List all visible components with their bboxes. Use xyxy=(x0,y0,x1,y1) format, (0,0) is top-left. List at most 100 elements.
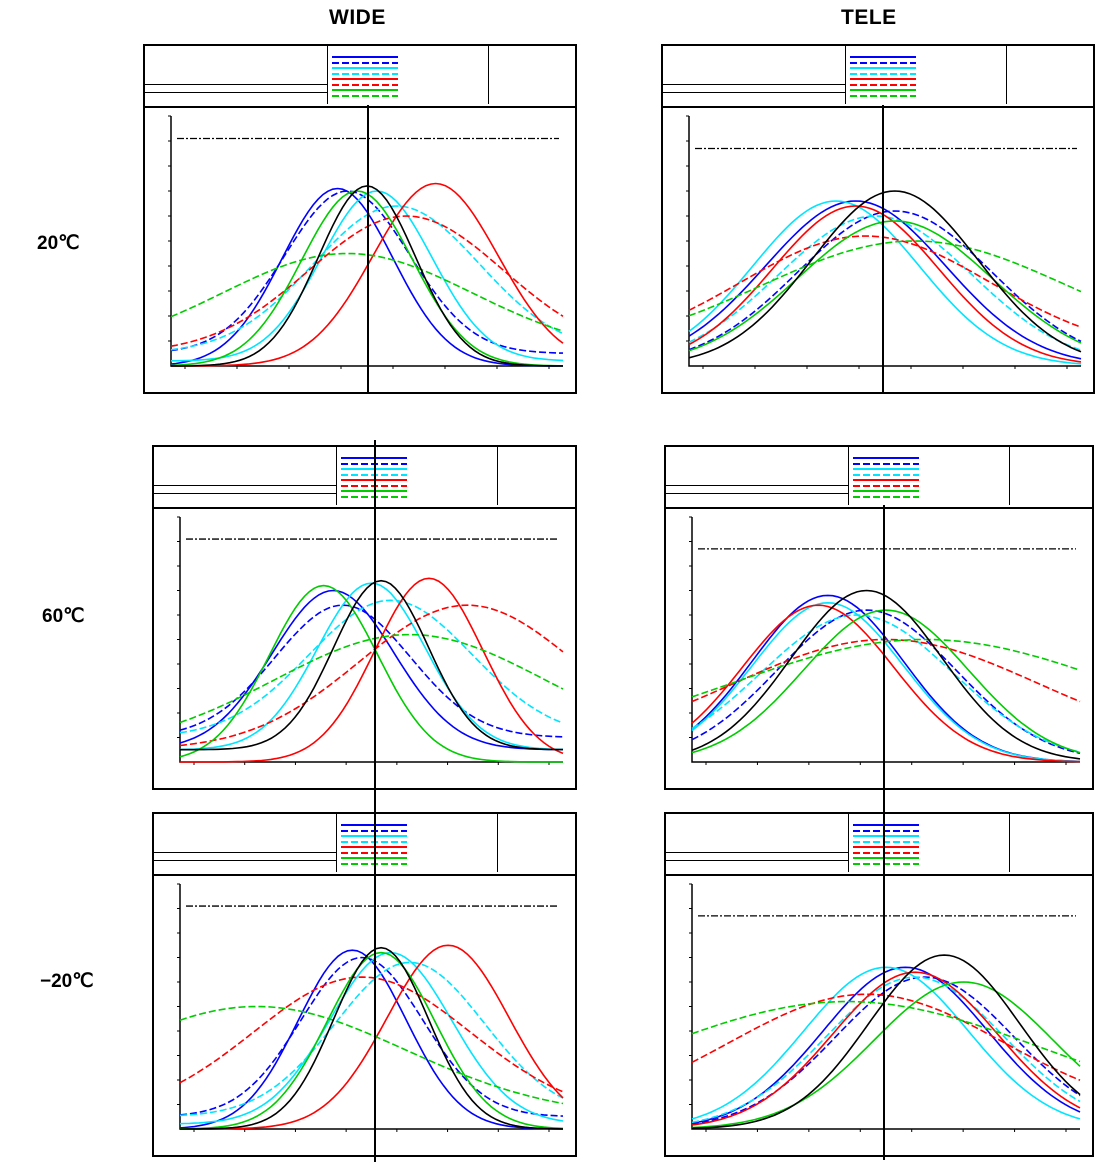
panel-title-box xyxy=(666,814,849,872)
legend-swatch-green xyxy=(332,94,398,97)
mtf-curve-green-solid xyxy=(688,220,1082,352)
mtf-curve-red-solid xyxy=(180,577,564,763)
panel-title-box xyxy=(663,46,846,104)
panel-header xyxy=(663,46,1093,108)
legend-swatch-green xyxy=(332,89,398,91)
mtf-curve-green-dashed xyxy=(688,240,1082,317)
panel-title-box xyxy=(145,46,328,104)
mtf-plot xyxy=(177,883,564,1132)
axes xyxy=(179,884,563,1130)
mtf-curve-black-solid xyxy=(688,190,1082,359)
axes xyxy=(691,884,1080,1130)
title-box-rule xyxy=(154,485,336,486)
mtf-panel-tele-20c xyxy=(661,44,1095,394)
mtf-curve-black-solid xyxy=(691,954,1081,1130)
title-box-rule xyxy=(666,493,848,494)
mtf-curve-cyan-dashed xyxy=(688,215,1082,351)
mtf-curve-red-dashed xyxy=(691,638,1081,703)
legend-swatch-blue xyxy=(850,56,916,58)
title-box-rule xyxy=(666,852,848,853)
legend-box xyxy=(849,814,1010,872)
legend-swatch-red xyxy=(850,78,916,80)
mtf-curve-red-dashed xyxy=(691,993,1081,1081)
mtf-curve-cyan-solid xyxy=(179,582,564,751)
panel-title-box xyxy=(154,447,337,505)
wide-vertical-reference-line-bottom xyxy=(374,440,376,1162)
legend-swatch-cyan xyxy=(853,473,919,476)
mtf-curve-green-dashed xyxy=(179,633,564,724)
mtf-curve-cyan-dashed xyxy=(179,961,564,1117)
legend-swatch-cyan xyxy=(332,72,398,75)
meta-box xyxy=(1010,814,1092,872)
mtf-curve-blue-solid xyxy=(688,200,1082,360)
title-box-rule xyxy=(154,852,336,853)
mtf-curve-green-solid xyxy=(179,584,563,763)
mtf-curve-black-solid xyxy=(691,589,1081,760)
legend-box xyxy=(328,46,489,104)
legend-swatch-red xyxy=(850,83,916,86)
legend-swatch-cyan xyxy=(853,835,919,837)
mtf-curve-red-solid xyxy=(691,971,1081,1126)
mtf-plot xyxy=(686,115,1082,369)
title-box-rule xyxy=(145,84,327,85)
title-box-rule xyxy=(666,860,848,861)
legend-swatch-blue xyxy=(850,61,916,64)
legend-swatch-red xyxy=(853,479,919,481)
mtf-curve-black-solid xyxy=(180,579,563,751)
mtf-curve-black-solid xyxy=(180,946,564,1130)
mtf-curve-cyan-dashed xyxy=(691,614,1081,753)
panel-header xyxy=(666,814,1092,876)
mtf-plot xyxy=(168,115,564,369)
mtf-curve-green-dashed xyxy=(179,1005,564,1105)
mtf-panel-wide-minus20c xyxy=(152,812,577,1157)
legend-swatch-green xyxy=(850,89,916,91)
mtf-curve-red-dashed xyxy=(179,604,564,747)
mtf-curve-cyan-solid xyxy=(691,966,1081,1120)
title-box-rule xyxy=(154,493,336,494)
title-box-rule xyxy=(666,485,848,486)
legend-swatch-red xyxy=(853,846,919,848)
meta-box xyxy=(1010,447,1092,505)
mtf-panel-tele-60c xyxy=(664,445,1094,790)
mtf-curve-cyan-solid xyxy=(688,200,1082,365)
title-box-rule xyxy=(145,92,327,93)
mtf-curve-green-solid xyxy=(180,951,564,1130)
mtf-plot xyxy=(689,516,1081,765)
legend-swatch-cyan xyxy=(850,72,916,75)
legend-swatch-green xyxy=(850,94,916,97)
legend-box xyxy=(849,447,1010,505)
legend-box xyxy=(846,46,1007,104)
mtf-curve-blue-solid xyxy=(691,966,1081,1125)
mtf-curve-blue-dashed xyxy=(170,190,564,354)
mtf-curve-blue-solid xyxy=(691,594,1081,763)
column-header-wide: WIDE xyxy=(329,6,386,29)
panel-header xyxy=(145,46,575,108)
axes xyxy=(179,517,563,763)
legend-swatch-blue xyxy=(332,56,398,58)
mtf-curve-cyan-solid xyxy=(691,601,1081,763)
panel-header xyxy=(154,447,575,509)
wide-vertical-reference-line-top xyxy=(367,105,369,393)
row-label-60c: 60℃ xyxy=(42,606,85,627)
mtf-curve-cyan-solid xyxy=(179,951,564,1125)
mtf-curve-green-dashed xyxy=(170,252,564,332)
mtf-curve-cyan-dashed xyxy=(691,976,1081,1124)
legend-swatch-cyan xyxy=(332,67,398,69)
title-box-rule xyxy=(663,84,845,85)
legend-swatch-red xyxy=(853,484,919,487)
legend-swatch-red xyxy=(853,851,919,854)
legend-swatch-green xyxy=(853,490,919,492)
mtf-curve-blue-dashed xyxy=(691,609,1081,755)
legend-swatch-blue xyxy=(853,829,919,832)
mtf-curve-red-solid xyxy=(691,604,1081,763)
meta-box xyxy=(489,46,575,104)
legend-swatch-green xyxy=(853,862,919,865)
column-header-tele: TELE xyxy=(841,6,897,29)
row-label-minus20c: −20℃ xyxy=(40,971,94,992)
legend-box xyxy=(337,447,498,505)
mtf-panel-wide-20c xyxy=(143,44,577,394)
mtf-curve-blue-solid xyxy=(179,589,563,751)
meta-box xyxy=(498,447,575,505)
legend-swatch-blue xyxy=(853,824,919,826)
mtf-curve-green-dashed xyxy=(691,638,1081,698)
